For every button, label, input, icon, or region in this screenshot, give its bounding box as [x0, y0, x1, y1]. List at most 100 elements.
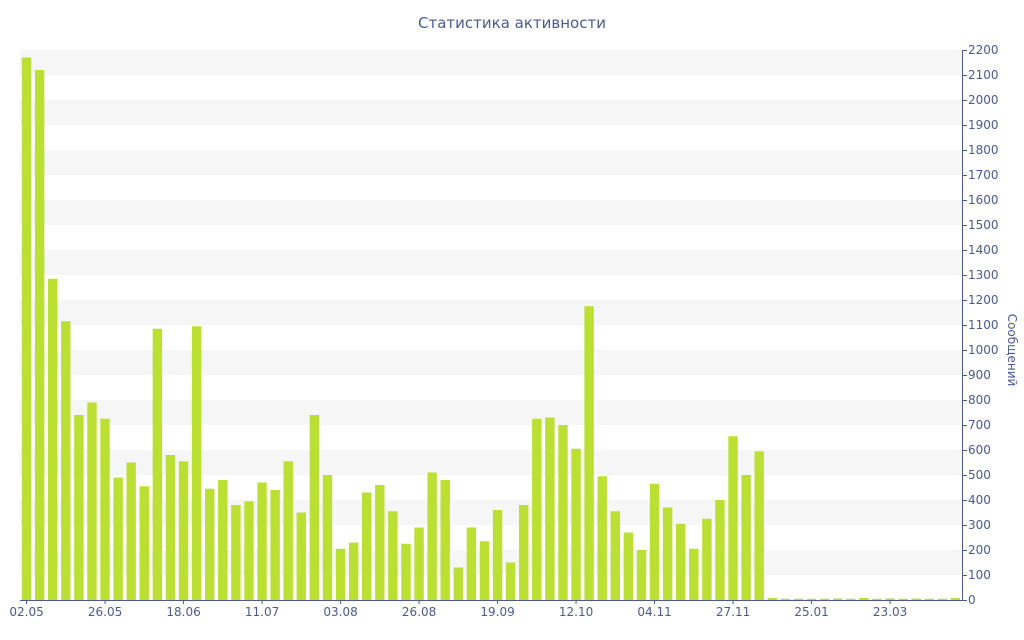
bar[interactable] [597, 476, 607, 600]
bar[interactable] [675, 523, 686, 600]
bar[interactable] [780, 598, 791, 600]
bar[interactable] [126, 462, 136, 601]
x-tick-label: 26.08 [402, 605, 436, 619]
x-tick-label: 03.08 [323, 605, 357, 619]
grid-band [20, 350, 962, 375]
bar[interactable] [623, 532, 634, 601]
bar[interactable] [296, 512, 307, 601]
bar[interactable] [165, 455, 176, 600]
y-axis-ticks: 0 100 200 300 400 500 600 700 800 900 1000 1100 1200… [962, 43, 999, 607]
bar[interactable] [440, 480, 450, 600]
bar-series [21, 57, 961, 601]
bar[interactable] [571, 448, 581, 600]
bar[interactable] [832, 598, 843, 601]
bar[interactable] [414, 527, 424, 601]
y-tick-label: 2200 [968, 43, 999, 57]
bar[interactable] [518, 505, 529, 600]
y-tick-label: 1300 [968, 268, 999, 282]
bar[interactable] [257, 482, 267, 601]
bar[interactable] [545, 417, 555, 601]
bar[interactable] [113, 477, 123, 601]
bar[interactable] [741, 475, 751, 600]
bar[interactable] [204, 488, 215, 600]
bar[interactable] [401, 543, 411, 600]
bar[interactable] [610, 511, 621, 600]
x-tick-label: 12.10 [559, 605, 593, 619]
bar[interactable] [322, 475, 333, 600]
bar[interactable] [558, 425, 568, 600]
bar[interactable] [178, 461, 189, 600]
bar[interactable] [453, 567, 464, 601]
bar[interactable] [505, 562, 516, 601]
bar[interactable] [715, 500, 725, 600]
bar[interactable] [34, 70, 45, 600]
bar[interactable] [152, 328, 163, 600]
x-tick-label: 19.09 [480, 605, 514, 619]
bar[interactable] [937, 598, 948, 600]
bar[interactable] [859, 598, 869, 600]
bar[interactable] [361, 492, 372, 601]
y-tick-label: 2100 [968, 68, 999, 82]
grid-band [20, 50, 962, 75]
bar[interactable] [767, 598, 778, 600]
bar[interactable] [584, 306, 594, 600]
bar[interactable] [335, 548, 346, 600]
bar[interactable] [885, 598, 895, 601]
x-tick-label: 23.03 [873, 605, 907, 619]
bar[interactable] [911, 598, 921, 601]
bar[interactable] [427, 472, 437, 601]
bar[interactable] [270, 490, 280, 600]
bar[interactable] [21, 57, 32, 601]
bar[interactable] [283, 461, 293, 600]
grid-band [20, 100, 962, 125]
bar[interactable] [375, 485, 385, 600]
bar[interactable] [636, 550, 647, 600]
bar[interactable] [388, 511, 398, 600]
bar[interactable] [819, 598, 830, 600]
bar[interactable] [87, 402, 97, 601]
x-tick-label: 26.05 [88, 605, 122, 619]
bar[interactable] [466, 527, 477, 601]
bar[interactable] [191, 326, 202, 600]
bar[interactable] [74, 415, 84, 600]
bar[interactable] [806, 598, 817, 600]
bar[interactable] [61, 321, 71, 600]
bar[interactable] [348, 542, 359, 601]
grid-band [20, 250, 962, 275]
bar[interactable] [898, 598, 908, 600]
bar[interactable] [139, 486, 150, 600]
bar[interactable] [662, 507, 673, 601]
bar[interactable] [100, 418, 110, 600]
bar[interactable] [950, 598, 961, 600]
bar[interactable] [231, 505, 241, 600]
bar[interactable] [702, 518, 712, 600]
x-axis-ticks: 02.05 26.05 18.06 11.07 03.08 26.08 19.09 12.10… [9, 600, 907, 619]
bar[interactable] [924, 598, 935, 600]
bar[interactable] [846, 598, 856, 600]
x-tick-label: 18.06 [166, 605, 200, 619]
bar[interactable] [728, 436, 738, 600]
bar[interactable] [689, 548, 699, 600]
bar[interactable] [479, 541, 490, 600]
bar[interactable] [754, 451, 764, 600]
bar[interactable] [244, 501, 254, 600]
y-tick-label: 1100 [968, 318, 999, 332]
bar[interactable] [872, 598, 882, 600]
bar[interactable] [47, 278, 58, 600]
bar[interactable] [793, 598, 804, 600]
bar[interactable] [492, 510, 503, 600]
chart-title: Статистика активности [418, 14, 606, 32]
grid-band [20, 550, 962, 575]
bar[interactable] [649, 483, 660, 600]
grid-band [20, 300, 962, 325]
bar[interactable] [218, 480, 228, 600]
bar[interactable] [309, 415, 320, 600]
x-tick-label: 02.05 [9, 605, 43, 619]
grid-band [20, 400, 962, 425]
grid-bands [20, 50, 962, 575]
x-tick-label: 25.01 [794, 605, 828, 619]
y-tick-label: 900 [968, 368, 991, 382]
bar[interactable] [532, 418, 542, 600]
